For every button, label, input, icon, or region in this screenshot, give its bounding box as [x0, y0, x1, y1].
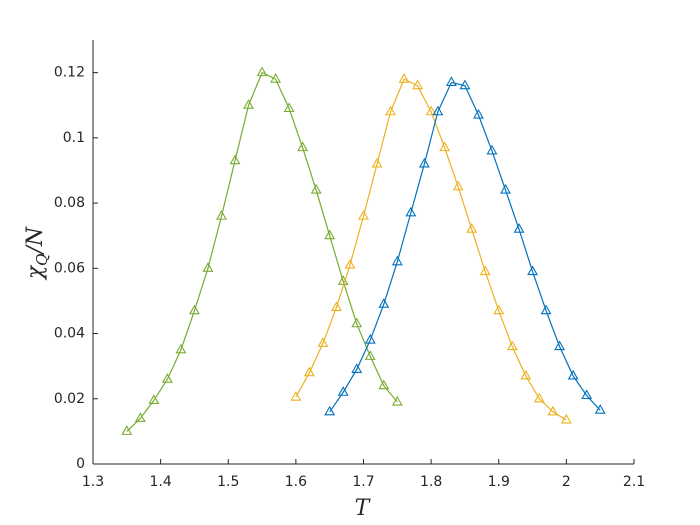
x-tick-label: 2.1 — [623, 474, 645, 490]
x-axis-label: T — [355, 496, 372, 521]
marker — [297, 141, 309, 152]
y-tick-label: 0 — [76, 456, 85, 472]
marker — [594, 404, 606, 414]
marker — [412, 79, 424, 90]
marker — [202, 262, 214, 272]
marker — [351, 363, 363, 373]
marker — [385, 105, 396, 116]
marker — [283, 102, 295, 113]
marker — [358, 210, 369, 220]
marker — [229, 154, 241, 165]
marker — [425, 105, 437, 116]
marker — [391, 395, 403, 406]
marker — [371, 157, 383, 168]
marker — [290, 391, 302, 401]
marker — [567, 369, 579, 380]
x-tick-label: 1.5 — [217, 474, 239, 490]
marker — [554, 340, 566, 351]
x-tick-label: 1.7 — [352, 474, 374, 490]
x-tick-label: 2 — [562, 474, 571, 490]
marker — [500, 183, 511, 194]
y-tick-label: 0.06 — [54, 260, 85, 276]
marker — [161, 373, 173, 383]
y-axis-label: χQ/N — [23, 226, 51, 281]
marker — [452, 180, 464, 191]
marker — [344, 258, 356, 269]
marker — [479, 265, 491, 276]
x-tick-label: 1.3 — [82, 474, 104, 490]
marker — [520, 369, 532, 380]
marker — [175, 343, 187, 354]
marker — [188, 304, 200, 315]
marker — [243, 99, 254, 109]
marker — [527, 265, 539, 276]
y-label-rest: /N — [23, 226, 48, 255]
marker — [331, 301, 342, 311]
marker — [405, 206, 417, 217]
marker — [560, 413, 572, 424]
marker — [324, 229, 336, 240]
marker — [324, 405, 336, 416]
marker — [418, 157, 430, 168]
y-tick-label: 0.04 — [54, 326, 85, 342]
marker — [493, 304, 505, 315]
marker — [581, 389, 593, 400]
marker — [351, 317, 363, 328]
marker — [216, 210, 227, 220]
series-line — [126, 71, 398, 432]
marker — [459, 79, 471, 90]
marker — [134, 412, 146, 422]
marker — [486, 144, 498, 155]
series-line — [295, 78, 567, 421]
marker — [398, 73, 410, 83]
y-label-symbol: χ — [23, 264, 48, 281]
y-tick-label: 0.1 — [63, 130, 85, 146]
marker — [121, 425, 133, 435]
y-tick-label: 0.02 — [54, 391, 85, 407]
marker — [445, 76, 457, 86]
marker — [533, 392, 545, 403]
marker — [378, 298, 390, 308]
marker — [256, 66, 268, 77]
marker — [364, 350, 376, 360]
x-tick-label: 1.8 — [420, 474, 442, 490]
marker — [317, 337, 329, 347]
marker — [337, 386, 349, 396]
y-tick-label: 0.08 — [54, 195, 85, 211]
marker — [270, 73, 282, 83]
marker — [439, 141, 451, 152]
marker — [310, 183, 322, 194]
marker — [303, 366, 315, 377]
marker — [513, 223, 525, 233]
marker — [391, 255, 403, 266]
series-line — [329, 81, 601, 413]
y-label-subscript: Q — [33, 254, 51, 266]
x-tick-label: 1.6 — [285, 474, 307, 490]
marker — [378, 379, 390, 390]
marker — [466, 223, 478, 233]
marker — [540, 304, 552, 315]
marker — [473, 108, 484, 119]
x-tick-label: 1.9 — [488, 474, 510, 490]
marker — [432, 105, 444, 116]
marker — [547, 405, 559, 416]
marker — [148, 394, 160, 404]
marker — [506, 340, 518, 351]
x-tick-label: 1.4 — [149, 474, 171, 490]
y-tick-label: 0.12 — [54, 65, 85, 81]
marker — [364, 333, 376, 344]
